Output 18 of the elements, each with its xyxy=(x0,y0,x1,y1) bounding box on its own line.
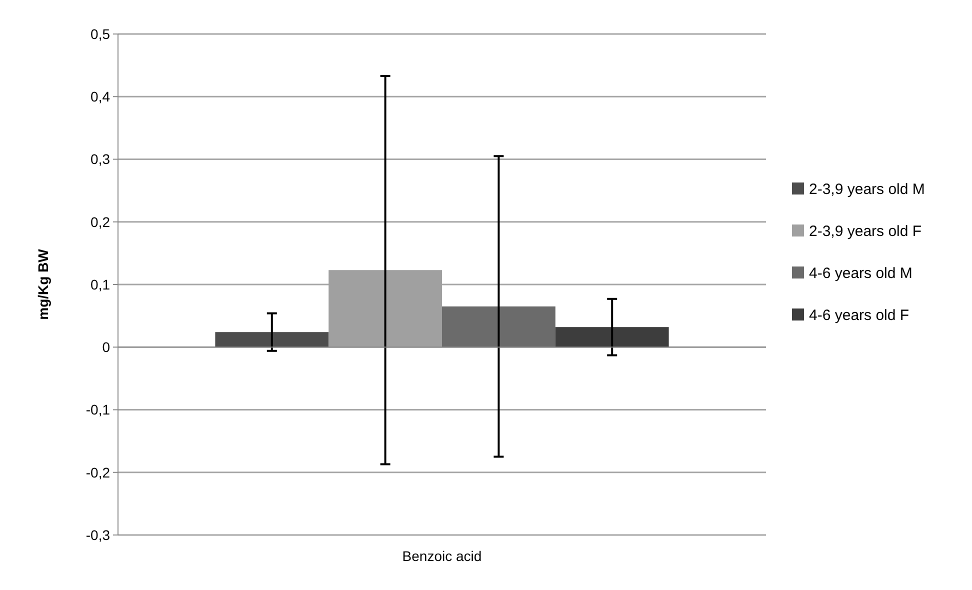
y-tick-label: -0,3 xyxy=(86,526,110,543)
y-tick-label: 0,4 xyxy=(90,88,110,105)
legend-label: 2-3,9 years old F xyxy=(809,222,922,240)
bar xyxy=(442,306,556,348)
legend-label: 2-3,9 years old M xyxy=(809,180,925,198)
bar xyxy=(555,327,669,348)
y-tick-label: -0,1 xyxy=(86,402,110,418)
y-tick-label: -0,2 xyxy=(86,464,110,480)
y-axis-title: mg/Kg BW xyxy=(35,248,51,320)
x-tick-label: Benzoic acid xyxy=(402,548,482,564)
legend-label: 4-6 years old F xyxy=(809,306,910,324)
bar xyxy=(215,332,329,348)
y-tick-label: 0,5 xyxy=(90,26,110,42)
y-tick-label: 0,1 xyxy=(90,276,110,292)
y-tick-label: 0,3 xyxy=(90,151,110,168)
y-tick-label: 0,2 xyxy=(90,214,110,230)
y-tick-label: 0 xyxy=(102,339,110,356)
legend-label: 4-6 years old M xyxy=(809,264,912,282)
